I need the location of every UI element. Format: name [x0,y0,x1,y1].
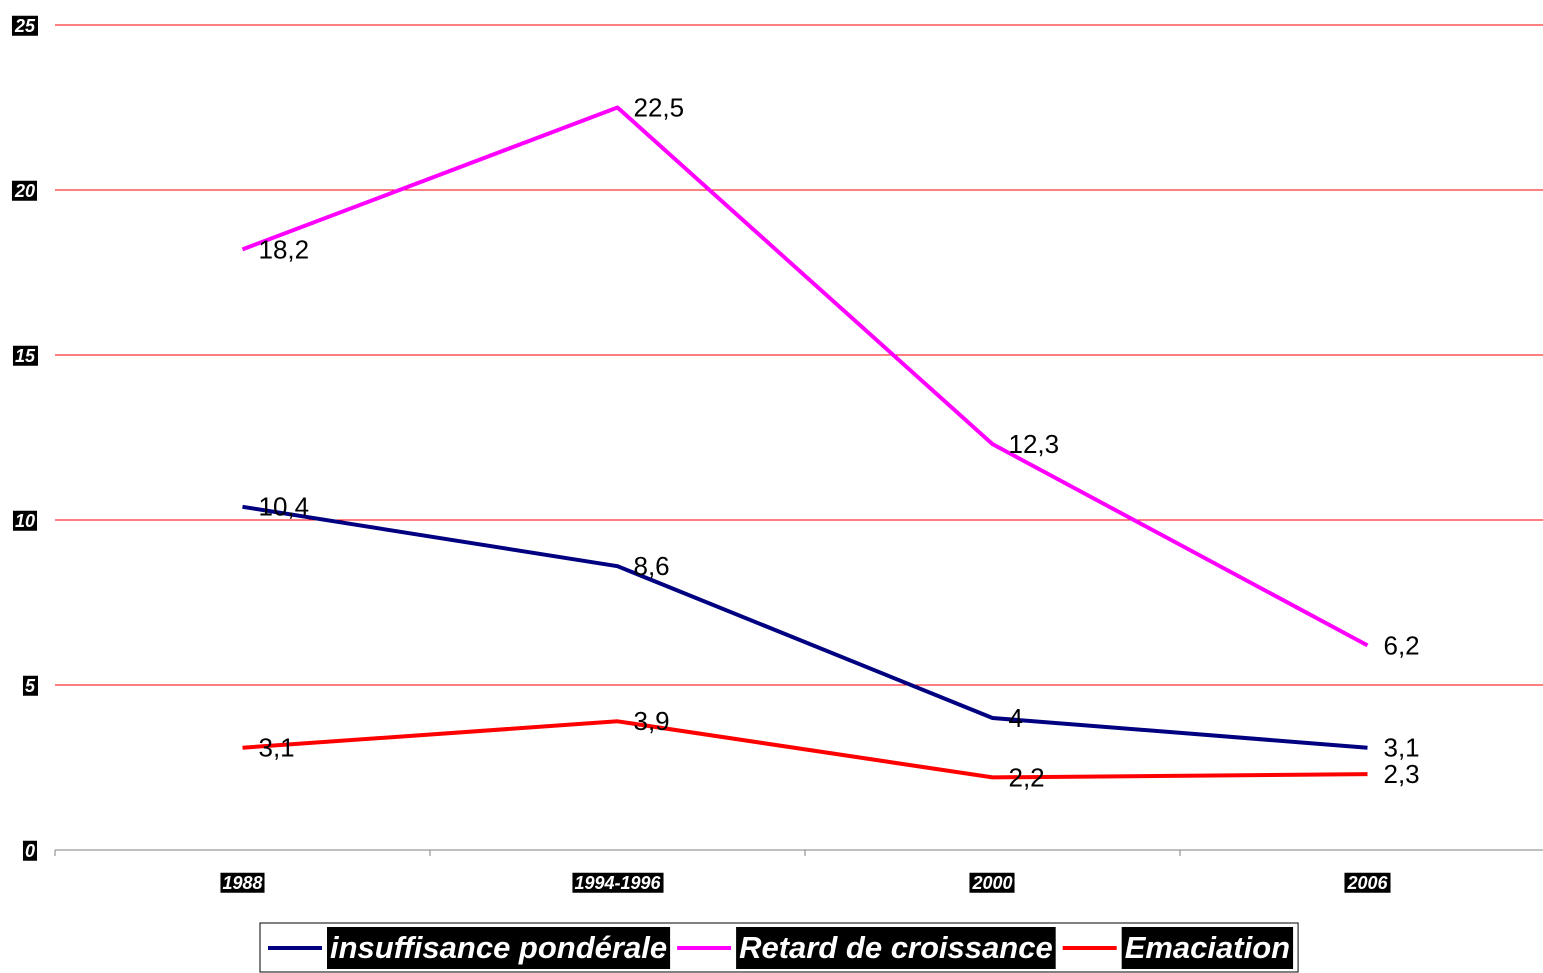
data-label: 22,5 [634,92,685,122]
series-line [241,105,1369,648]
series-line [242,719,1368,780]
label-background [220,872,265,893]
data-label: 2,3 [1384,759,1420,789]
x-tick-label: 2006 [1346,873,1388,893]
label-background [1121,927,1294,969]
series-line [242,504,1368,750]
label-background [22,840,37,861]
legend-label: insuffisance pondérale [330,930,667,965]
label-background [11,180,37,201]
data-label: 3,1 [1384,733,1420,763]
data-label: 3,9 [634,706,670,736]
label-background [327,927,671,969]
label-background [12,510,37,531]
data-label: 18,2 [259,234,310,264]
label-background [22,675,38,696]
data-label: 4 [1009,703,1023,733]
data-label: 3,1 [259,733,295,763]
label-background [1344,872,1391,893]
label-background [736,927,1056,969]
label-background [12,345,38,366]
x-tick-label: 1994-1996 [574,873,661,893]
label-background [572,872,664,893]
label-background [11,15,38,36]
y-tick-label: 10 [15,511,35,531]
x-tick-label: 2000 [971,873,1012,893]
legend-label: Retard de croissance [739,930,1053,965]
y-tick-label: 25 [14,16,36,36]
y-tick-label: 15 [15,346,36,366]
data-label: 8,6 [634,551,670,581]
data-label: 6,2 [1384,630,1420,660]
data-label: 10,4 [259,492,310,522]
y-tick-label: 20 [14,181,35,201]
label-background [969,872,1015,893]
legend-label: Emaciation [1125,930,1290,965]
x-tick-label: 1988 [222,873,262,893]
data-label: 2,2 [1009,762,1045,792]
y-tick-label: 5 [25,676,36,696]
y-tick-label: 0 [25,841,35,861]
data-label: 12,3 [1009,429,1060,459]
legend: insuffisance pondérale Retard de croissan… [259,922,1299,973]
